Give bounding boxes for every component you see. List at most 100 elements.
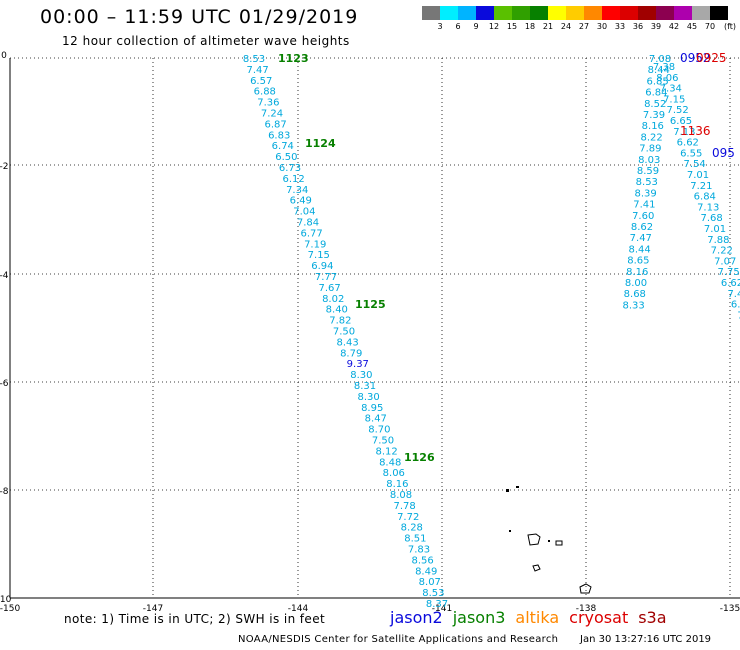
color-swatch-0 xyxy=(422,6,440,20)
wave-height-value: 8.62 xyxy=(631,222,653,233)
wave-height-value: 7.01 xyxy=(687,170,709,181)
pass-time-label: 1126 xyxy=(404,451,435,464)
color-swatch-3 xyxy=(476,6,494,20)
color-scale-label: 15 xyxy=(506,22,518,31)
x-tick-label: -144 xyxy=(288,604,309,614)
generation-timestamp: Jan 30 13:27:16 UTC 2019 xyxy=(580,634,712,645)
wave-height-value: 7.13 xyxy=(697,202,719,213)
wave-height-value: 6.94 xyxy=(311,261,333,272)
wave-height-value: 7.38 xyxy=(653,62,675,73)
pass-time-label: 1124 xyxy=(305,137,336,150)
y-tick-label: -2 xyxy=(0,162,8,172)
wave-height-value: 9.37 xyxy=(347,359,369,370)
pass-time-label: 1123 xyxy=(278,52,309,65)
wave-height-value: 8.30 xyxy=(357,392,379,403)
wave-height-value: 8.48 xyxy=(379,457,401,468)
color-scale-legend: 3 6 9 12 15 18 21 24 27 30 33 36 39 42 45 70 (ft) xyxy=(422,6,740,32)
wave-height-value: 7.21 xyxy=(690,181,712,192)
island-dot xyxy=(506,489,509,492)
color-scale-label: 70 xyxy=(704,22,716,31)
pass-time-label: 1125 xyxy=(355,298,386,311)
wave-height-value: 7.36 xyxy=(257,98,279,109)
color-scale-label: 30 xyxy=(596,22,608,31)
wave-height-value: 7.50 xyxy=(372,436,394,447)
color-scale-label: 42 xyxy=(668,22,680,31)
wave-height-value: 7.34 xyxy=(286,185,308,196)
color-swatch-6 xyxy=(530,6,548,20)
color-swatch-5 xyxy=(512,6,530,20)
wave-height-value: 8.95 xyxy=(361,403,383,414)
wave-height-value: 6.77 xyxy=(300,228,322,239)
wave-height-value: 8.06 xyxy=(383,468,405,479)
wave-height-value: 8.39 xyxy=(634,188,656,199)
wave-height-value: 8.56 xyxy=(411,555,433,566)
wave-height-value: 8.65 xyxy=(627,256,649,267)
wave-height-value: 7.54 xyxy=(683,159,705,170)
wave-height-value: 8.59 xyxy=(637,166,659,177)
color-swatch-16 xyxy=(710,6,728,20)
color-swatch-12 xyxy=(638,6,656,20)
color-scale-label: 21 xyxy=(542,22,554,31)
satellite-cryosat: cryosat xyxy=(569,608,629,627)
wave-height-value: 8.16 xyxy=(626,267,648,278)
wave-height-value: 7.84 xyxy=(297,218,319,229)
color-scale-label: 24 xyxy=(560,22,572,31)
color-swatch-10 xyxy=(602,6,620,20)
color-scale-label: 33 xyxy=(614,22,626,31)
color-swatch-14 xyxy=(674,6,692,20)
wave-height-value: 7.22 xyxy=(711,246,733,257)
wave-height-value: 7.52 xyxy=(666,105,688,116)
credit-line: NOAA/NESDIS Center for Satellite Applica… xyxy=(238,634,559,645)
y-tick-label: -10 xyxy=(0,595,12,605)
satellite-altika: altika xyxy=(515,608,560,627)
wave-height-value: 7.34 xyxy=(660,84,682,95)
wave-height-value: 8.06 xyxy=(656,73,678,84)
color-scale-label: 9 xyxy=(473,22,479,31)
color-scale-label: 39 xyxy=(650,22,662,31)
x-tick-label: -141 xyxy=(432,604,452,614)
color-swatch-4 xyxy=(494,6,512,20)
y-tick-label: -8 xyxy=(0,487,9,497)
wave-height-value: 6.62 xyxy=(721,278,740,289)
wave-height-value: 8.33 xyxy=(622,300,644,311)
wave-height-value: 7.60 xyxy=(632,211,654,222)
color-swatch-1 xyxy=(440,6,458,20)
pass-time-label: 095 xyxy=(712,146,735,160)
wave-height-value: 6.87 xyxy=(264,119,286,130)
wave-height-value: 7.15 xyxy=(663,94,685,105)
wave-height-value: 7.41 xyxy=(633,200,655,211)
satellite-jason3: jason3 xyxy=(452,608,506,627)
wave-height-value: 7.39 xyxy=(643,110,665,121)
color-scale-label: 45 xyxy=(686,22,698,31)
wave-height-value: 8.37 xyxy=(426,599,448,610)
units-note: note: 1) Time is in UTC; 2) SWH is in fe… xyxy=(64,612,326,626)
x-tick-label: -138 xyxy=(576,604,597,614)
wave-height-value: 6.84 xyxy=(645,88,667,99)
wave-height-value: 7. xyxy=(737,310,740,321)
wave-height-value: 8.53 xyxy=(636,177,658,188)
wave-height-value: 8.08 xyxy=(390,490,412,501)
wave-height-value: 7.88 xyxy=(707,235,729,246)
pass-time-label: 1136 xyxy=(680,124,711,138)
wave-height-value: 6.84 xyxy=(694,192,716,203)
wave-height-value: 7.78 xyxy=(393,501,415,512)
color-scale-label: 27 xyxy=(578,22,590,31)
color-scale-label: 36 xyxy=(632,22,644,31)
wave-height-value: 8.53 xyxy=(422,588,444,599)
wave-height-value: 7.15 xyxy=(308,250,330,261)
y-tick-label: -6 xyxy=(0,379,9,389)
wave-height-value: 8.40 xyxy=(326,305,348,316)
wave-height-value: 8.30 xyxy=(350,370,372,381)
wave-height-value: 7.83 xyxy=(408,545,430,556)
wave-height-value: 7.01 xyxy=(704,224,726,235)
wave-height-value: 6.83 xyxy=(268,130,290,141)
y-tick-label: 0 xyxy=(1,51,7,61)
wave-height-value: 8.12 xyxy=(375,446,397,457)
wave-height-value: 7.47 xyxy=(246,65,268,76)
wave-height-value: 6.65 xyxy=(670,116,692,127)
color-swatch-13 xyxy=(656,6,674,20)
island-dot xyxy=(516,486,519,488)
wave-height-value: 8.49 xyxy=(415,566,437,577)
wave-height-value: 7.24 xyxy=(261,109,283,120)
